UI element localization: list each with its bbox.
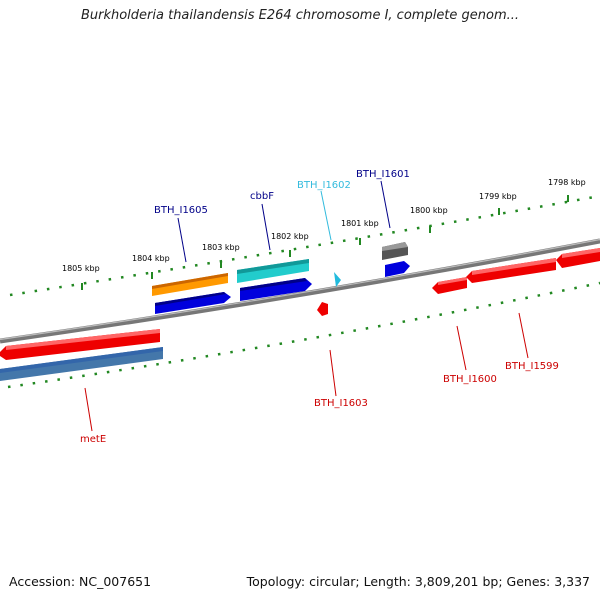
feature-BTH_I1605-orange[interactable]: [152, 273, 228, 296]
gene-label-metE: metE: [80, 434, 106, 445]
major-ticks: [81, 195, 569, 290]
chromosome-backbone: [0, 238, 600, 344]
tick-labels: 1805 kbp 1804 kbp 1803 kbp 1802 kbp 1801…: [62, 178, 586, 273]
gene-label-cbbF: cbbF: [250, 191, 274, 202]
gene-labels: BTH_I1605 cbbF BTH_I1602 BTH_I1601 BTH_I…: [80, 169, 559, 445]
tick-label: 1798 kbp: [548, 178, 586, 187]
gene-label-BTH_I1600: BTH_I1600: [443, 374, 497, 385]
map-title: Burkholderia thailandensis E264 chromoso…: [80, 8, 520, 23]
feature-metE-red[interactable]: [0, 329, 160, 360]
tick-label: 1804 kbp: [132, 254, 170, 263]
feature-BTH_I1600[interactable]: [432, 277, 467, 294]
feature-cbbF-cyan[interactable]: [237, 259, 309, 283]
feature-metE-steel[interactable]: [0, 347, 163, 381]
feature-BTH_I1601-cds[interactable]: [385, 261, 410, 277]
leader-lines: [84, 180, 529, 432]
feature-BTH_I1605-cds[interactable]: [155, 292, 231, 314]
upper-ruler: [9, 194, 600, 297]
feature-BTH_I1602-marker[interactable]: [334, 272, 341, 287]
gene-label-BTH_I1601: BTH_I1601: [356, 169, 410, 180]
feature-BTH_I1598[interactable]: [556, 248, 600, 268]
tick-label: 1801 kbp: [341, 219, 379, 228]
tick-label: 1799 kbp: [479, 192, 517, 201]
tick-label: 1800 kbp: [410, 206, 448, 215]
gene-label-BTH_I1602: BTH_I1602: [297, 180, 351, 191]
topology-summary: Topology: circular; Length: 3,809,201 bp…: [246, 574, 590, 589]
gene-label-BTH_I1605: BTH_I1605: [154, 205, 208, 216]
tick-label: 1803 kbp: [202, 243, 240, 252]
feature-BTH_I1601-gray[interactable]: [382, 242, 408, 260]
feature-BTH_I1599[interactable]: [466, 258, 556, 283]
feature-cbbF-cds[interactable]: [240, 278, 312, 301]
gene-label-BTH_I1599: BTH_I1599: [505, 361, 559, 372]
tick-label: 1805 kbp: [62, 264, 100, 273]
gene-label-BTH_I1603: BTH_I1603: [314, 398, 368, 409]
tick-label: 1802 kbp: [271, 232, 309, 241]
feature-BTH_I1603[interactable]: [317, 302, 328, 316]
accession-text: Accession: NC_007651: [9, 574, 152, 589]
